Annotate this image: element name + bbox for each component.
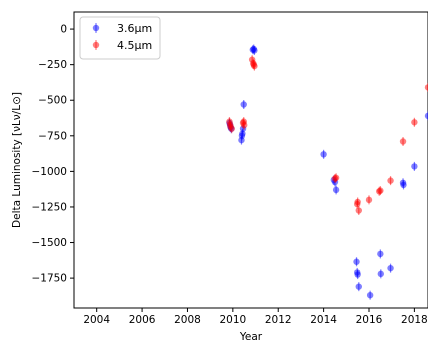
x-tick-label: 2010 — [219, 314, 246, 326]
y-tick-label: 0 — [60, 24, 67, 36]
data-point — [354, 198, 361, 206]
data-point — [354, 271, 361, 278]
y-tick-label: −250 — [38, 59, 67, 71]
y-tick-label: −1500 — [31, 237, 67, 249]
x-tick-label: 2004 — [83, 314, 110, 326]
data-point — [377, 270, 384, 278]
x-tick-label: 2008 — [174, 314, 201, 326]
data-point — [424, 112, 428, 120]
x-axis-label: Year — [239, 331, 263, 341]
data-point — [251, 62, 258, 70]
data-point — [332, 186, 340, 194]
legend-marker — [92, 24, 100, 32]
data-points — [226, 44, 428, 300]
data-point — [387, 264, 394, 272]
x-tick-label: 2018 — [401, 314, 428, 326]
legend: 3.6μm 4.5μm — [79, 16, 161, 60]
x-tick-label: 2016 — [356, 314, 383, 326]
data-point — [320, 151, 327, 158]
y-tick-label: −1750 — [31, 273, 67, 285]
data-point — [411, 163, 418, 170]
data-point — [411, 119, 418, 126]
data-point — [228, 125, 235, 132]
y-tick-label: −750 — [38, 130, 67, 142]
data-point — [240, 121, 248, 129]
data-point — [355, 283, 362, 290]
series-red — [226, 55, 428, 216]
data-point — [355, 207, 362, 214]
data-point — [239, 130, 246, 137]
y-tick-label: −1000 — [31, 166, 67, 178]
y-axis-label: Delta Luminosity [νLν/L⊙] — [11, 92, 23, 228]
data-point — [366, 291, 374, 299]
data-point — [377, 250, 384, 258]
legend-marker — [92, 41, 100, 49]
legend-box — [79, 16, 161, 60]
data-point — [240, 101, 247, 108]
data-point — [332, 174, 340, 181]
y-axis: 0 −250 −500 −750 −1000 −1250 −1500 −1750 — [31, 24, 74, 285]
y-tick-label: −500 — [38, 95, 67, 107]
legend-label: 4.5μm — [117, 39, 152, 52]
x-tick-label: 2014 — [310, 314, 337, 326]
data-point — [353, 258, 360, 265]
data-point — [377, 187, 384, 194]
plot-frame — [73, 11, 428, 309]
data-point — [399, 138, 407, 145]
x-tick-label: 2006 — [129, 314, 156, 326]
series-blue — [226, 44, 428, 300]
x-axis: 2004 2006 2008 2010 2012 2014 2016 2018 — [83, 308, 428, 326]
data-point — [365, 196, 373, 204]
y-tick-label: −1250 — [31, 201, 67, 213]
data-point — [400, 181, 407, 189]
data-point — [424, 84, 428, 91]
legend-label: 3.6μm — [117, 22, 152, 35]
x-tick-label: 2012 — [265, 314, 292, 326]
plot-area — [73, 11, 428, 309]
data-point — [387, 177, 394, 184]
data-point — [251, 47, 258, 54]
